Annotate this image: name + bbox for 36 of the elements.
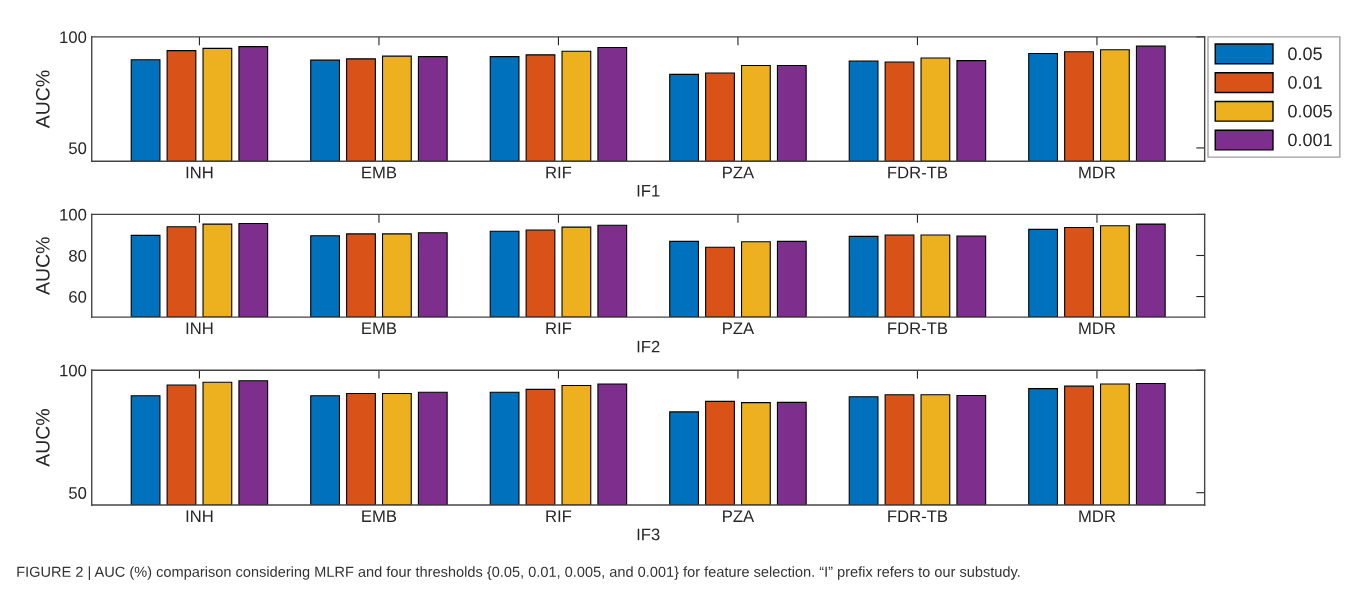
- x-tick-label: INH: [186, 166, 213, 179]
- x-axis-title: IF1: [637, 185, 660, 197]
- x-tick-label: INH: [186, 510, 213, 522]
- legend-label: 0.001: [1288, 133, 1332, 147]
- y-tick-label: 80: [69, 249, 87, 262]
- x-axis-title: IF2: [637, 340, 660, 353]
- x-tick-label: EMB: [362, 510, 397, 522]
- x-tick-label: RIF: [546, 322, 572, 335]
- x-tick-label: MDR: [1079, 166, 1116, 179]
- y-tick-label: 100: [60, 208, 87, 221]
- y-tick-label: 100: [60, 364, 87, 377]
- x-tick-label: INH: [186, 322, 213, 335]
- x-tick-label: FDR-TB: [888, 322, 948, 335]
- legend-label: 0.005: [1288, 104, 1332, 118]
- x-tick-label: RIF: [546, 510, 572, 522]
- x-tick-label: FDR-TB: [888, 166, 948, 179]
- x-tick-label: PZA: [723, 166, 755, 179]
- x-tick-label: PZA: [723, 322, 755, 335]
- y-axis-title: AUC%: [35, 409, 50, 467]
- x-tick-label: MDR: [1079, 322, 1116, 335]
- x-tick-label: EMB: [362, 322, 397, 335]
- x-axis-title: IF3: [637, 528, 660, 541]
- y-tick-label: 60: [69, 290, 87, 303]
- caption: FIGURE 2 | AUC (%) comparison considering MLRF and four thresholds {0.05, 0.01, 0.005, and 0.001} for feature selection. “I” prefix refers to our substudy.: [17, 566, 1020, 580]
- y-axis-title: AUC%: [35, 237, 50, 295]
- y-tick-label: 100: [60, 31, 87, 44]
- y-tick-label: 50: [69, 487, 87, 499]
- x-tick-label: FDR-TB: [888, 510, 948, 522]
- x-tick-label: MDR: [1079, 510, 1116, 522]
- y-axis-title: AUC%: [35, 70, 50, 129]
- x-tick-label: RIF: [546, 166, 572, 179]
- y-tick-label: 50: [69, 142, 87, 155]
- x-tick-label: EMB: [362, 166, 397, 179]
- legend-label: 0.01: [1288, 76, 1322, 89]
- legend-label: 0.05: [1288, 47, 1322, 61]
- x-tick-label: PZA: [723, 510, 755, 522]
